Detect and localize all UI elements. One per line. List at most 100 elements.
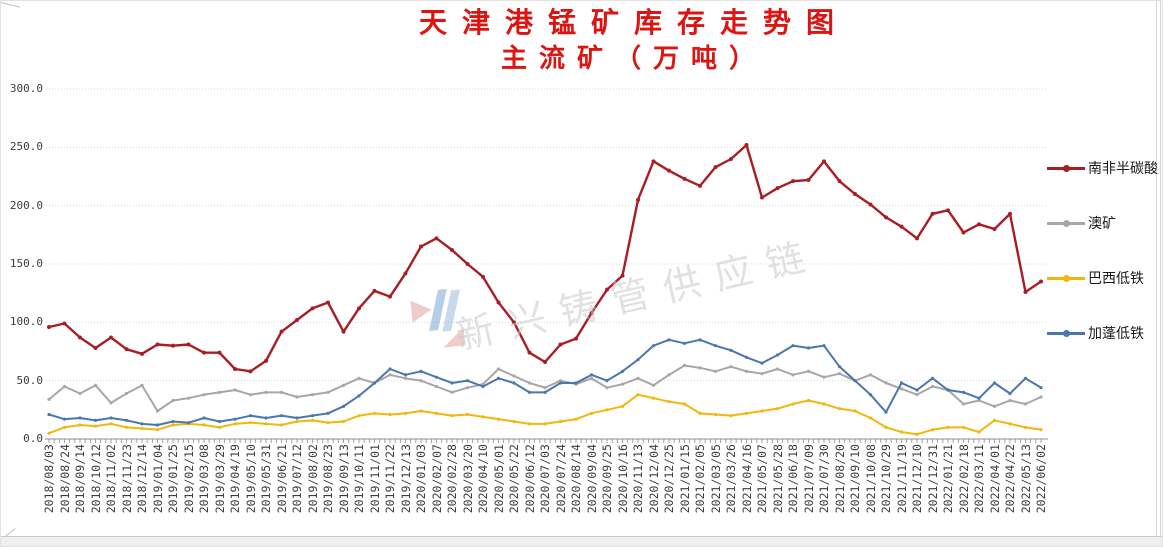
- x-axis-label: 2020/09/04: [584, 444, 599, 514]
- legend-label: 巴西低铁: [1088, 270, 1144, 286]
- x-axis-label: 2019/06/21: [274, 444, 289, 514]
- x-axis-label: 2021/10/29: [879, 444, 893, 514]
- right-border-line-outer: [1160, 1, 1161, 546]
- x-axis-label: 2021/08/20: [832, 444, 847, 514]
- legend-item-brazil-low-iron: 巴西低铁: [1047, 269, 1162, 288]
- series-markers-south-africa-semi-carbonate: [47, 143, 1043, 374]
- x-axis-label: 2021/07/09: [801, 444, 816, 514]
- watermark-triangle-icon: [410, 298, 433, 323]
- x-axis-label: 2018/11/23: [119, 444, 134, 514]
- x-axis-label: 2021/05/28: [770, 444, 785, 514]
- legend-dot-icon-brazil-low-iron: [1063, 275, 1070, 282]
- x-axis-label: 2018/08/24: [57, 444, 72, 514]
- x-axis-label: 2020/07/03: [538, 444, 552, 514]
- legend-dot-icon-gabon-low-iron: [1063, 330, 1070, 337]
- legend-label: 南非半碳酸: [1088, 160, 1158, 176]
- series-markers-australian-ore: [47, 363, 1043, 413]
- x-axis-label: 2022/05/13: [1018, 444, 1033, 514]
- x-axis-label: 2019/01/25: [166, 444, 180, 514]
- series-markers-brazil-low-iron: [47, 393, 1043, 436]
- series-south-africa-semi-carbonate: [47, 143, 1043, 374]
- x-axis-label: 2020/01/03: [414, 444, 428, 514]
- legend-label: 加蓬低铁: [1088, 325, 1144, 341]
- x-axis-label: 2018/12/14: [135, 444, 149, 514]
- x-axis-label: 2019/08/02: [305, 444, 320, 514]
- series-gabon-low-iron: [47, 338, 1043, 427]
- x-axis-label: 2019/02/15: [181, 444, 196, 514]
- x-axis-label: 2022/03/11: [972, 444, 986, 514]
- x-axis-label: 2020/07/24: [553, 444, 568, 514]
- legend-line-icon-south-africa-semi-carbonate: [1047, 165, 1085, 172]
- y-axis-label: 300.0: [9, 82, 43, 95]
- x-axis-label: 2019/12/13: [398, 444, 413, 514]
- x-axis-ticks: [48, 439, 1042, 443]
- y-axis-label: 100.0: [9, 315, 43, 329]
- legend-item-australian-ore: 澳矿: [1047, 214, 1162, 233]
- right-border-line: [1156, 1, 1157, 546]
- x-axis-label: 2020/12/25: [662, 444, 676, 514]
- x-axis-label: 2019/10/11: [352, 444, 366, 514]
- x-axis-label: 2021/12/31: [925, 444, 940, 514]
- x-axis-label: 2019/11/22: [383, 444, 397, 514]
- x-axis-label: 2018/08/03: [42, 444, 56, 514]
- legend-line-icon-brazil-low-iron: [1047, 275, 1085, 282]
- x-axis-label: 2021/07/30: [817, 444, 831, 514]
- x-axis-label: 2020/12/04: [646, 444, 661, 514]
- series-line-gabon-low-iron: [48, 338, 1042, 426]
- x-axis-label: 2021/03/05: [708, 444, 723, 514]
- x-axis-label: 2020/05/22: [507, 444, 521, 514]
- x-axis-label: 2018/09/14: [73, 444, 87, 514]
- x-axis-label: 2021/12/10: [910, 444, 924, 514]
- series-markers-gabon-low-iron: [47, 338, 1043, 427]
- legend-line-icon-gabon-low-iron: [1047, 330, 1085, 337]
- x-axis-label: 2021/11/19: [894, 444, 909, 514]
- chart-title: 天津港锰矿库存走势图 主流矿（万吨）: [1, 7, 1162, 75]
- legend-item-gabon-low-iron: 加蓬低铁: [1047, 324, 1162, 343]
- x-axis-label: 2021/01/15: [677, 444, 692, 514]
- x-axis-label: 2020/10/16: [615, 444, 630, 514]
- legend-item-south-africa-semi-carbonate: 南非半碳酸: [1047, 159, 1162, 178]
- x-axis-label: 2022/04/22: [1003, 444, 1017, 514]
- x-axis-label: 2020/05/01: [491, 444, 506, 514]
- legend-dot-icon-australian-ore: [1063, 220, 1070, 227]
- bottom-window-strip: [1, 536, 1162, 546]
- x-axis-label: 2019/03/08: [197, 444, 211, 514]
- legend-line-icon-australian-ore: [1047, 220, 1085, 227]
- x-axis-label: 2019/03/29: [212, 444, 227, 514]
- x-axis-label: 2020/08/14: [569, 444, 583, 514]
- x-axis-label: 2020/09/25: [600, 444, 614, 514]
- x-axis-label: 2021/03/26: [724, 444, 738, 514]
- x-axis-label: 2021/02/05: [693, 444, 707, 514]
- y-axis-label: 0.0: [23, 432, 43, 445]
- x-axis-label: 2020/04/10: [476, 444, 490, 514]
- x-axis-label: 2021/04/16: [739, 444, 754, 514]
- series-australian-ore: [47, 363, 1043, 413]
- x-axis-label: 2018/11/02: [104, 444, 118, 514]
- chart-title-line2: 主流矿（万吨）: [500, 44, 767, 73]
- x-axis-label: 2019/01/04: [150, 444, 165, 514]
- x-axis-label: 2019/09/13: [336, 444, 351, 514]
- x-axis-label: 2020/06/12: [522, 444, 537, 514]
- y-axis-label: 250.0: [9, 140, 43, 154]
- legend-dot-icon-south-africa-semi-carbonate: [1063, 165, 1070, 172]
- y-axis-label: 50.0: [16, 373, 44, 387]
- x-axis-label: 2022/04/01: [987, 444, 1002, 514]
- legend-label: 澳矿: [1088, 215, 1116, 231]
- x-axis-label: 2020/03/20: [460, 444, 475, 514]
- x-axis-label: 2019/11/01: [367, 444, 382, 514]
- x-axis-label: 2022/01/21: [941, 444, 955, 514]
- x-axis-label: 2018/10/12: [88, 444, 103, 514]
- x-axis-label: 2020/02/28: [445, 444, 459, 514]
- x-axis-label: 2019/05/31: [259, 444, 273, 514]
- x-axis-label: 2019/08/23: [321, 444, 335, 514]
- x-axis-label: 2021/10/08: [863, 444, 878, 514]
- chart-title-line1: 天津港锰矿库存走势图: [418, 8, 849, 39]
- x-axis-label: 2022/06/02: [1034, 444, 1048, 514]
- x-axis-label: 2021/05/07: [755, 444, 769, 514]
- x-axis-label: 2020/02/07: [429, 444, 444, 514]
- x-axis-label: 2019/07/12: [290, 444, 304, 514]
- x-axis-label: 2022/02/18: [956, 444, 971, 514]
- series-brazil-low-iron: [47, 393, 1043, 436]
